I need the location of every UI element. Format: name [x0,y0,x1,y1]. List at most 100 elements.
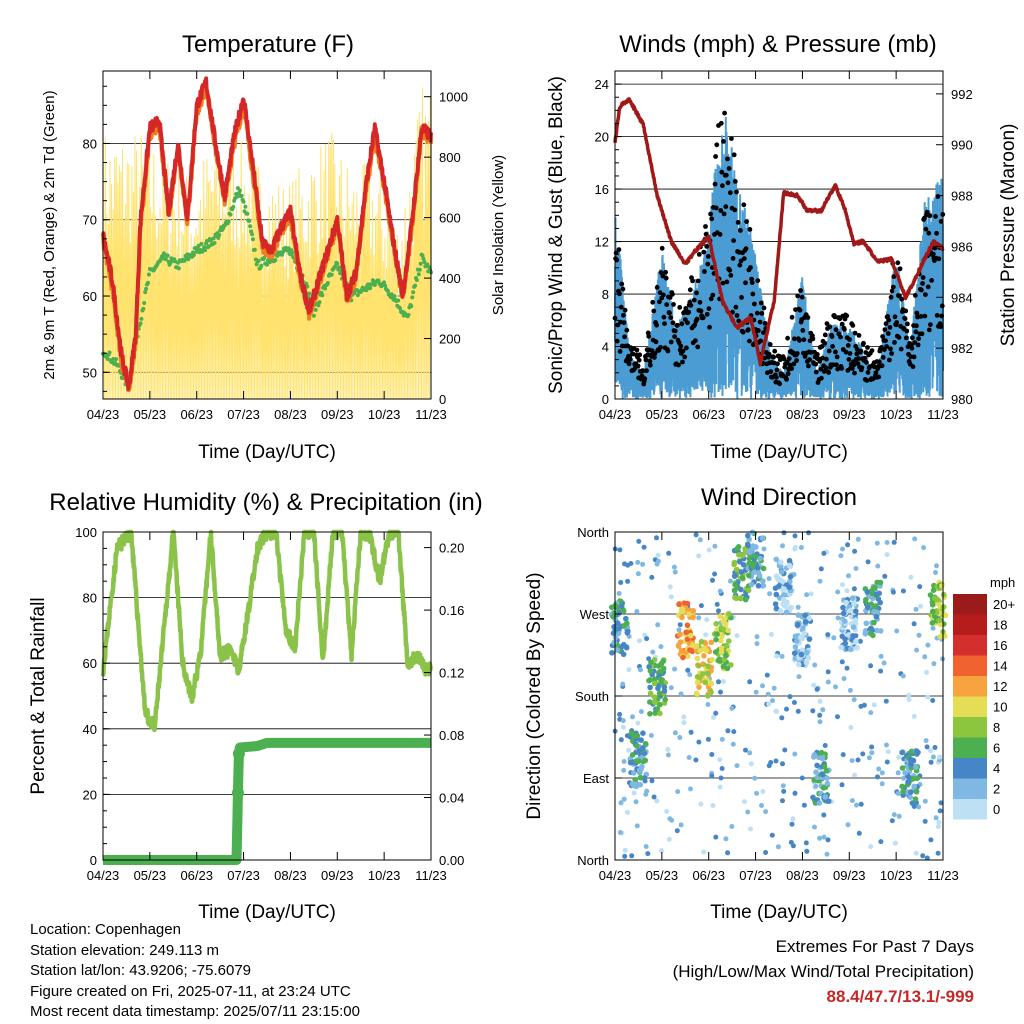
direction-point [922,798,928,804]
gust-point [775,361,780,367]
direction-point [770,698,775,704]
humidity-title: Relative Humidity (%) & Precipitation (i… [49,489,482,516]
direction-point [824,851,830,857]
y-tick-label: 16 [595,182,609,197]
direction-point [701,849,707,855]
direction-point [798,545,804,550]
gust-point [823,365,829,371]
winds-ylabel: Sonic/Prop Wind & Gust (Blue, Black) [546,76,567,394]
temperature-title: Temperature (F) [182,31,354,58]
gust-point [845,343,851,348]
x-tick-label: 04/23 [599,407,632,422]
direction-point [937,808,943,814]
direction-point [802,619,809,625]
gust-point [925,284,931,290]
x-tick-label: 10/23 [880,868,913,883]
dewpoint-point [243,204,248,209]
winds-frame [614,70,944,400]
direction-point [747,679,753,685]
dewpoint-point [416,272,421,277]
y-tick-label: 8 [602,287,609,302]
direction-point [618,603,625,610]
dewpoint-point [409,304,414,309]
gust-point [842,327,847,332]
direction-point [841,618,848,624]
gust-point [880,334,885,339]
station-info: Location: Copenhagen Station elevation: … [30,920,360,1023]
gust-point [923,226,929,232]
direction-point [777,563,784,570]
direction-point [822,743,828,748]
gust-point [708,296,714,302]
gust-point [755,278,761,283]
legend-swatch [953,696,987,717]
direction-point [773,591,780,598]
gust-point [833,327,839,333]
direction-point [637,638,642,644]
direction-point [773,556,780,563]
gust-point [728,273,734,278]
y2-tick-label: 0.08 [439,728,464,743]
gust-point [720,280,726,286]
y-tick-label: 20 [595,130,609,145]
gust-point [889,288,895,294]
direction-point [810,708,816,714]
direction-point [786,562,793,569]
direction-point [848,725,854,730]
direction-point [648,733,654,738]
direction-point [640,561,646,567]
gust-point [761,330,766,335]
gust-point [865,345,870,350]
direction-point [633,799,639,805]
y2-tick-label: 0.00 [439,853,464,868]
direction-point [838,553,844,559]
dewpoint-point [212,241,217,245]
dewpoint-point [382,280,387,285]
dewpoint-point [305,284,310,289]
dewpoint-point [256,258,261,263]
location-text: Location: Copenhagen [30,921,181,938]
direction-point [819,755,826,762]
gust-point [785,371,791,377]
direction-point [833,684,838,690]
direction-point [906,774,912,781]
direction-point [844,665,850,671]
legend-swatch [953,778,987,799]
winds-xlabel: Time (Day/UTC) [710,442,848,463]
direction-point [873,591,880,598]
direction-point [899,749,905,756]
dewpoint-point [376,278,381,283]
gust-point [873,370,879,375]
gust-point [762,321,768,326]
y-tick-label: East [583,771,609,786]
direction-point [845,632,852,638]
gust-point [885,314,891,319]
direction-point [908,748,915,755]
direction-point [702,679,708,686]
direction-point [699,671,706,677]
direction-point [667,816,673,822]
gust-point [824,356,829,362]
direction-point [767,591,773,597]
direction-point [631,733,637,739]
direction-point [925,642,931,648]
gust-point [774,374,779,380]
direction-point [795,708,801,714]
direction-point [640,730,646,736]
direction-point [684,600,691,607]
direction-point [651,680,658,687]
direction-point [876,766,882,772]
gust-point [698,308,704,314]
direction-point [798,651,805,658]
precip-line [98,737,436,865]
direction-point [883,698,889,704]
x-tick-label: 06/23 [692,407,725,422]
direction-point [906,692,912,698]
direction-point [675,789,681,795]
gust-point [651,308,657,314]
dewpoint-point [417,267,422,272]
direction-point [738,586,744,593]
direction-point [765,691,771,697]
dewpoint-point [245,211,250,216]
direction-point [696,553,702,559]
